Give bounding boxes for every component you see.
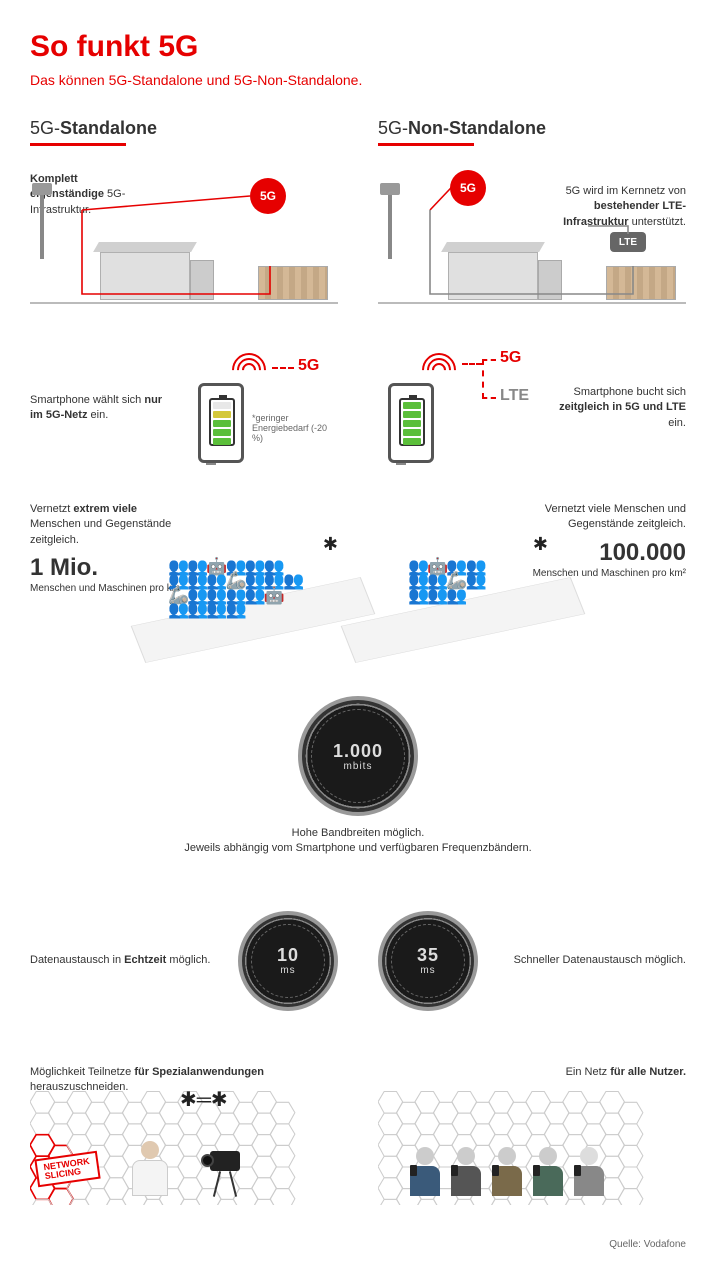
column-headers: 5G-Standalone 5G-Non-Standalone: [30, 118, 686, 164]
row-infrastructure: Komplett eigenständige 5G-Infrastruktur.…: [30, 164, 686, 314]
row-bandwidth: 1.000 mbits Hohe Bandbreiten möglich. Je…: [30, 696, 686, 857]
phone-graphic-left: 5G *geringer Energiebedarf (-20 %): [188, 353, 338, 463]
person-icon: [490, 1147, 524, 1197]
bandwidth-caption: Hohe Bandbreiten möglich. Jeweils abhäng…: [184, 826, 531, 857]
wire-lines: [378, 164, 678, 314]
bandwidth-gauge: 1.000 mbits: [298, 696, 418, 816]
row-slicing: Möglichkeit Teilnetze für Spezialanwendu…: [30, 1065, 686, 1205]
person-icon: [572, 1147, 606, 1197]
source-credit: Quelle: Vodafone: [30, 1239, 686, 1250]
battery-icon: [399, 398, 425, 446]
row-latency: Datenaustausch in Echtzeit möglich. 10 m…: [30, 891, 686, 1031]
density-right-number: 100.000: [526, 539, 686, 567]
row-smartphone: Smartphone wählt sich nur im 5G-Netz ein…: [30, 348, 686, 468]
col-right-heading: 5G-Non-Standalone: [378, 118, 686, 139]
iso-crowd-left: ✱ 👥👥🤖👥👥👥👥👥👥🦾👥👥👥🦾👥👥👥👥🤖👥👥👥👥: [138, 530, 368, 660]
col-left-underline: [30, 143, 126, 146]
latency-right-text: Schneller Datenaustausch möglich.: [496, 953, 686, 968]
main-title: So funkt 5G: [30, 30, 686, 64]
latency-right-gauge: 35 ms: [378, 911, 478, 1011]
crowd-icon: 👥👥🤖👥👥👥👥👥👥🦾👥👥👥🦾👥👥👥👥🤖👥👥👥👥: [168, 560, 348, 640]
doctor-icon: [130, 1141, 170, 1197]
battery-icon: [209, 398, 235, 446]
drone-icon: ✱: [323, 534, 338, 555]
energy-footnote: *geringer Energiebedarf (-20 %): [252, 413, 338, 443]
phone-right-text: Smartphone bucht sich zeitgleich in 5G u…: [544, 385, 686, 431]
smartphone-icon: [198, 383, 244, 463]
smartphone-icon: [388, 383, 434, 463]
title-text: So funkt 5G: [30, 30, 198, 63]
users-row: [408, 1147, 606, 1197]
latency-left-text: Datenaustausch in Echtzeit möglich.: [30, 953, 220, 968]
lte-label: LTE: [500, 387, 529, 405]
camera-icon: [210, 1151, 250, 1197]
wire-lines: [30, 164, 330, 314]
slicing-right-text: Ein Netz für alle Nutzer.: [486, 1065, 686, 1080]
col-right-underline: [378, 143, 474, 146]
phone-graphic-right: 5G LTE: [378, 353, 528, 463]
density-right-block: Vernetzt viele Menschen und Gegenstände …: [526, 502, 686, 581]
person-icon: [449, 1147, 483, 1197]
person-icon: [408, 1147, 442, 1197]
infographic-page: So funkt 5G Das können 5G-Standalone und…: [0, 0, 716, 1270]
5g-label: 5G: [500, 349, 521, 367]
5g-label: 5G: [298, 357, 319, 375]
col-left-heading: 5G-Standalone: [30, 118, 338, 139]
latency-left-gauge: 10 ms: [238, 911, 338, 1011]
phone-left-text: Smartphone wählt sich nur im 5G-Netz ein…: [30, 393, 172, 424]
person-icon: [531, 1147, 565, 1197]
row-density: Vernetzt extrem viele Menschen und Gegen…: [30, 502, 686, 662]
drone-icon: ✱═✱: [180, 1087, 228, 1112]
subtitle: Das können 5G-Standalone und 5G-Non-Stan…: [30, 72, 686, 88]
